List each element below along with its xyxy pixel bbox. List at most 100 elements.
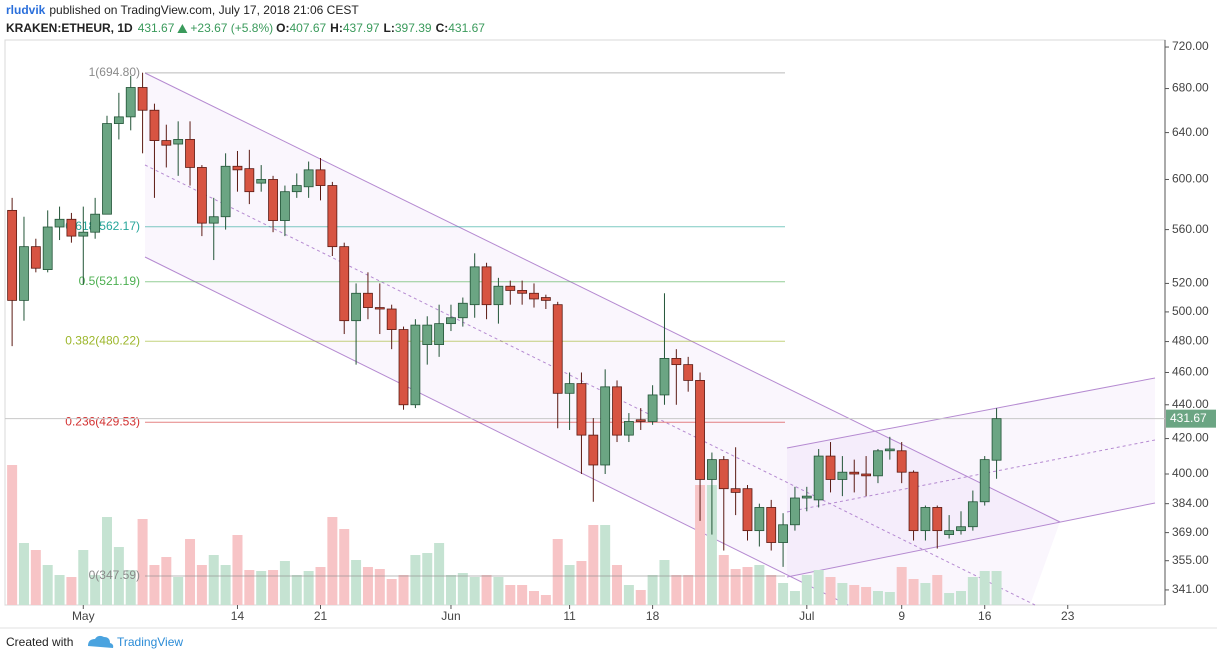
volume-bar: [113, 547, 124, 605]
fib-label: 0.382(480.22): [65, 333, 140, 347]
candle-body: [612, 386, 622, 436]
y-tick-label: 520.00: [1172, 276, 1209, 290]
fib-label: 1(694.80): [89, 65, 140, 79]
volume-bar: [778, 583, 789, 605]
candle-body: [244, 168, 255, 193]
candle-body: [232, 165, 243, 171]
candle-body: [505, 285, 516, 291]
volume-bar: [683, 575, 694, 605]
last-price: 431.67: [138, 21, 175, 35]
candle-body: [920, 507, 931, 532]
volume-bar: [872, 591, 883, 605]
volume-bar: [339, 529, 350, 605]
candle-body: [149, 109, 160, 141]
volume-bar: [706, 485, 717, 605]
candle-body: [529, 292, 539, 300]
candle-body: [66, 218, 77, 237]
candle-body: [208, 216, 219, 224]
volume-bar: [564, 565, 575, 605]
volume-bar: [588, 525, 599, 605]
volume-bar: [932, 575, 943, 605]
y-tick-label: 369.00: [1172, 525, 1209, 539]
volume-bar: [434, 543, 445, 605]
candle-body: [481, 266, 492, 306]
candle-body: [339, 246, 350, 322]
candle-body: [967, 501, 978, 528]
channel-line: [144, 72, 1061, 523]
candle-body: [778, 524, 788, 543]
channel-line: [786, 377, 1156, 449]
y-tick-label: 420.00: [1172, 431, 1209, 445]
channel-midline: [786, 439, 1156, 513]
y-tick-label: 440.00: [1172, 397, 1209, 411]
volume-bar: [279, 561, 290, 605]
volume-bar: [244, 570, 255, 605]
candle-body: [908, 471, 919, 532]
y-tick-label: 500.00: [1172, 304, 1209, 318]
candle-body: [42, 226, 53, 270]
ohlc-value: 431.67: [448, 21, 485, 35]
fib-label: 0.5(521.19): [79, 274, 140, 288]
candle-body: [896, 450, 907, 473]
volume-bar: [600, 525, 611, 605]
change: +23.67 (+5.8%): [190, 21, 273, 35]
candle-body: [161, 140, 172, 146]
ohlc-key: C:: [436, 21, 449, 35]
volume-bar: [149, 565, 160, 605]
candle-body: [861, 473, 872, 477]
volume-bar: [742, 567, 753, 605]
volume-bar: [445, 575, 456, 605]
volume-bar: [173, 577, 184, 605]
y-tick-label: 384.00: [1172, 496, 1209, 510]
candle-body: [600, 386, 611, 466]
candle-body: [256, 179, 267, 184]
volume-bar: [185, 539, 196, 605]
volume-bar: [137, 519, 148, 605]
y-tick-label: 560.00: [1172, 222, 1209, 236]
y-tick-label: 600.00: [1172, 172, 1209, 186]
volume-bar: [576, 561, 587, 605]
volume-bar: [908, 579, 919, 605]
volume-bar: [161, 557, 172, 605]
volume-bar: [718, 555, 729, 605]
volume-bar: [789, 591, 800, 605]
x-tick-label: 9: [898, 609, 905, 623]
candle-body: [185, 139, 195, 168]
candle-body: [564, 383, 575, 394]
candle-body: [315, 169, 326, 186]
candle-body: [220, 165, 231, 218]
y-tick-label: 341.00: [1172, 582, 1209, 596]
volume-bar: [659, 560, 670, 605]
volume-bar: [303, 571, 314, 605]
candle-body: [790, 497, 800, 526]
candle-body: [671, 358, 682, 366]
candle-body: [30, 246, 41, 269]
volume-bar: [220, 565, 231, 605]
candle-body: [386, 308, 397, 330]
volume-bar: [944, 593, 955, 605]
candle-body: [707, 459, 717, 480]
volume-bar: [78, 550, 89, 605]
candle-body: [291, 185, 302, 193]
volume-bar: [671, 575, 682, 605]
candle-body: [944, 530, 955, 535]
volume-bar: [967, 577, 978, 605]
candle-body: [374, 307, 385, 310]
y-tick-label: 355.00: [1172, 553, 1209, 567]
volume-bar: [398, 575, 409, 605]
volume-bar: [552, 539, 563, 605]
volume-bar: [232, 535, 243, 605]
footer-created: Created with: [6, 635, 73, 649]
fib-label: 0.618(562.17): [65, 219, 140, 233]
ohlc-value: 397.39: [395, 21, 432, 35]
candle-body: [825, 455, 836, 480]
volume-bar: [66, 577, 77, 605]
candle-body: [102, 123, 112, 215]
candle-body: [932, 507, 943, 532]
candle-body: [979, 459, 990, 503]
volume-bar: [825, 577, 836, 605]
footer-brand[interactable]: TradingView: [117, 635, 183, 649]
up-arrow: [177, 24, 188, 33]
x-tick-label: 14: [231, 609, 245, 623]
